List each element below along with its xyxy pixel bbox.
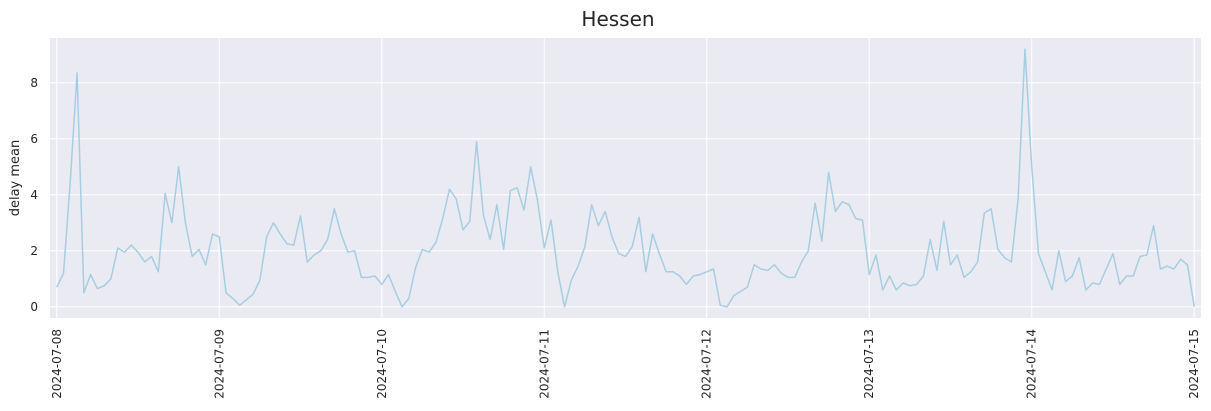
x-tick-label: 2024-07-14 <box>1025 329 1039 399</box>
x-tick-label: 2024-07-10 <box>375 329 389 399</box>
plot-area <box>50 38 1201 318</box>
x-tick-label: 2024-07-12 <box>700 329 714 399</box>
y-tick-label: 0 <box>30 300 38 314</box>
tick-labels: 0 2 4 6 8 2024-07-08 2024-07-09 2024-07-10 2024-… <box>30 76 1201 399</box>
gridlines <box>50 38 1201 318</box>
x-tick-label: 2024-07-11 <box>537 329 551 399</box>
y-tick-label: 2 <box>30 244 38 258</box>
x-tick-label: 2024-07-08 <box>50 329 64 399</box>
y-tick-label: 8 <box>30 76 38 90</box>
y-axis-label: delay mean <box>8 140 23 217</box>
x-tick-label: 2024-07-13 <box>862 329 876 399</box>
x-tick-label: 2024-07-15 <box>1187 329 1201 399</box>
x-tick-label: 2024-07-09 <box>212 329 226 399</box>
series-line <box>56 48 1195 308</box>
y-tick-label: 4 <box>30 188 38 202</box>
chart-title: Hessen <box>581 7 654 31</box>
series-layer <box>56 48 1195 308</box>
y-tick-label: 6 <box>30 132 38 146</box>
